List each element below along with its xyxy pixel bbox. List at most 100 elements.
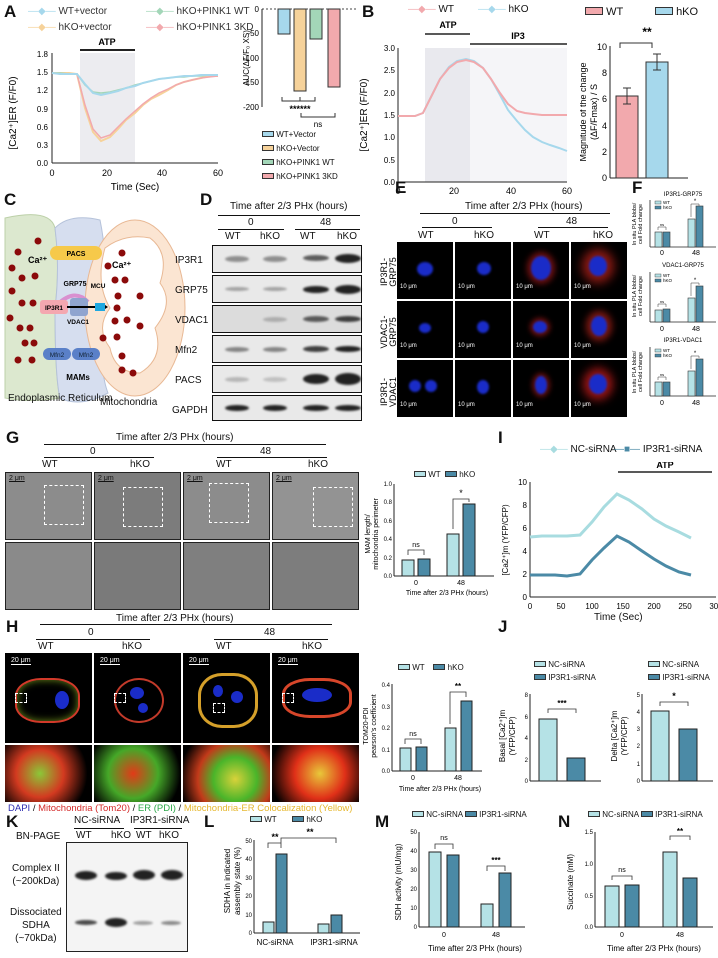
- col-wt: WT: [38, 641, 54, 652]
- panel-l-legend: WT hKO: [250, 815, 322, 824]
- legend-hko-vector: —◆— hKO+vector: [28, 22, 112, 33]
- svg-text:1.0: 1.0: [384, 482, 393, 488]
- svg-text:100: 100: [585, 602, 599, 611]
- divider: [422, 227, 492, 228]
- svg-text:20: 20: [449, 186, 459, 196]
- svg-text:GRP75: GRP75: [388, 257, 398, 287]
- col-hko: hKO: [159, 830, 180, 841]
- time-48-label: 48: [260, 446, 272, 457]
- svg-text:-50: -50: [247, 29, 259, 38]
- svg-text:Time after 2/3 PHx (hours): Time after 2/3 PHx (hours): [607, 944, 701, 953]
- col-wt: WT: [225, 231, 241, 242]
- legend-hko-pink1-3kd: —◆— hKO+PINK1 3KD: [146, 22, 254, 33]
- time-48-label: 48: [566, 216, 578, 227]
- svg-text:WT: WT: [663, 348, 670, 353]
- svg-text:IP3R1-: IP3R1-: [379, 258, 389, 286]
- svg-text:SDHA in indicated: SDHA in indicated: [223, 849, 232, 913]
- svg-text:40: 40: [410, 849, 417, 855]
- er-label: Endoplasmic Reticulum: [8, 393, 113, 404]
- svg-text:ATP: ATP: [98, 38, 115, 47]
- legend-wt-vector: —◆— WT+vector: [28, 6, 108, 17]
- svg-text:3.0: 3.0: [384, 44, 396, 53]
- bn-page-gel: [66, 842, 188, 952]
- panel-label-c: C: [4, 190, 17, 209]
- col-hko: hKO: [474, 230, 495, 241]
- svg-text:0.3: 0.3: [382, 705, 391, 711]
- divider: [218, 229, 284, 230]
- svg-text:0.5: 0.5: [585, 894, 594, 900]
- svg-text:[Ca2⁺]ER (F/F0): [Ca2⁺]ER (F/F0): [8, 76, 19, 149]
- svg-text:mitochondria perimeter: mitochondria perimeter: [373, 498, 380, 570]
- svg-text:2: 2: [525, 758, 529, 764]
- svg-text:0: 0: [49, 168, 54, 178]
- svg-text:48: 48: [492, 932, 500, 939]
- svg-text:VDAC1-: VDAC1-: [379, 315, 389, 348]
- legend-wt: —◆— WT: [408, 4, 455, 15]
- panel-e-row-labels: IP3R1- GRP75 VDAC1- GRP75 IP3R1- VDAC1: [379, 257, 398, 407]
- svg-text:*: *: [694, 278, 697, 284]
- nc-sirna-label: NC-siRNA: [74, 815, 121, 826]
- svg-text:IP3R1: IP3R1: [45, 305, 63, 312]
- svg-text:5: 5: [637, 693, 641, 699]
- dissociated-sdha-label: Dissociated SDHA (~70kDa): [10, 907, 62, 944]
- panel-h-legend: WT hKO: [398, 663, 464, 672]
- svg-text:0.2: 0.2: [382, 726, 391, 732]
- svg-text:0: 0: [414, 580, 418, 587]
- svg-text:**: **: [271, 832, 279, 842]
- svg-text:60: 60: [213, 168, 223, 178]
- protein-label: GRP75: [175, 285, 208, 296]
- divider: [40, 624, 332, 625]
- svg-text:-200: -200: [243, 103, 260, 112]
- svg-text:10: 10: [597, 42, 607, 52]
- svg-text:******: ******: [289, 104, 311, 114]
- svg-text:1.2: 1.2: [37, 86, 49, 95]
- time-0-label: 0: [90, 446, 96, 457]
- panel-h-time-header: Time after 2/3 PHx (hours): [116, 613, 234, 624]
- svg-text:0: 0: [528, 602, 533, 611]
- panel-label-j: J: [498, 617, 508, 636]
- col-wt: WT: [300, 231, 316, 242]
- svg-text:4: 4: [602, 121, 607, 131]
- svg-text:0: 0: [414, 925, 418, 931]
- svg-text:2: 2: [523, 570, 528, 579]
- panel-b-line-chart: ATP IP3 0.0 0.5 1.0 1.5 2.0 2.5 3.0 0 20 40 60 […: [359, 20, 572, 196]
- svg-text:IP3R1-VDAC1: IP3R1-VDAC1: [664, 338, 703, 344]
- legend-ip3r1-sirna: —■— IP3R1-siRNA: [614, 444, 703, 455]
- svg-text:48: 48: [692, 250, 700, 257]
- svg-text:0.6: 0.6: [384, 519, 393, 525]
- svg-text:0: 0: [442, 932, 446, 939]
- svg-text:40: 40: [506, 186, 516, 196]
- svg-text:10: 10: [245, 913, 252, 919]
- svg-text:***: ***: [557, 699, 567, 708]
- svg-text:1.0: 1.0: [585, 862, 594, 868]
- svg-text:300: 300: [709, 602, 718, 611]
- panel-a-line-chart: ATP 0.0 0.3 0.6 0.9 1.2 1.5 1.8 0 20 40 60 Time …: [8, 38, 223, 193]
- bn-page-label: BN-PAGE: [16, 831, 61, 842]
- svg-text:48: 48: [692, 400, 700, 407]
- svg-text:40: 40: [245, 857, 252, 863]
- panel-label-d: D: [200, 190, 213, 209]
- svg-text:4: 4: [523, 547, 528, 556]
- legend-hko: —◆— hKO: [478, 4, 529, 15]
- svg-text:WT: WT: [663, 273, 670, 278]
- col-hko: hKO: [111, 830, 132, 841]
- panel-n-legend: NC-siRNA IP3R1-siRNA: [588, 810, 703, 819]
- svg-text:6: 6: [525, 715, 529, 721]
- svg-text:**: **: [677, 827, 684, 836]
- svg-text:**: **: [642, 25, 652, 39]
- svg-text:6: 6: [602, 94, 607, 104]
- svg-text:ns: ns: [314, 120, 322, 129]
- panel-g-legend: WT hKO: [414, 470, 475, 479]
- svg-text:assembly state (%): assembly state (%): [233, 847, 242, 915]
- svg-text:0.3: 0.3: [37, 141, 49, 150]
- protein-label: PACS: [175, 375, 202, 386]
- svg-text:Mfn2: Mfn2: [50, 352, 65, 359]
- panel-i-line-chart: ATP 0 2 4 6 8 10 0 50 100 150 200 250 300 [Ca2⁺]m (…: [501, 462, 718, 611]
- svg-text:Time (Sec): Time (Sec): [111, 182, 160, 193]
- svg-text:VDAC1: VDAC1: [67, 319, 89, 326]
- col-hko: hKO: [260, 231, 281, 242]
- svg-text:40: 40: [157, 168, 167, 178]
- panel-label-n: N: [558, 812, 571, 831]
- svg-text:1.8: 1.8: [37, 50, 49, 59]
